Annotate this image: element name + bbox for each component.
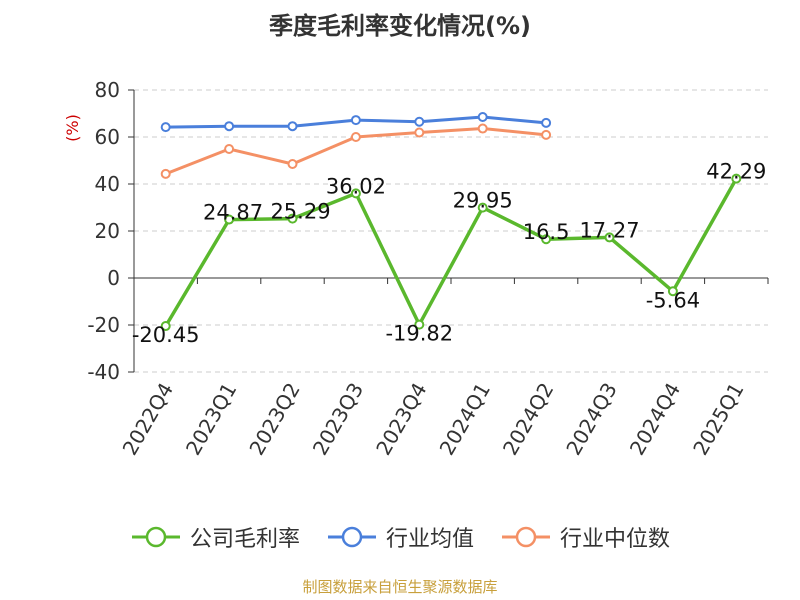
y-tick-label: -40: [87, 360, 120, 384]
data-point: [731, 173, 742, 184]
data-point: [224, 214, 235, 225]
y-axis-label: (%): [63, 114, 82, 142]
data-point: [541, 234, 552, 245]
data-label: 29.95: [453, 189, 513, 213]
data-point: [541, 117, 552, 128]
chart-title: 季度毛利率变化情况(%): [269, 12, 531, 40]
y-tick-label: -20: [87, 313, 120, 337]
data-label: 36.02: [326, 174, 386, 198]
data-point: [160, 122, 171, 133]
data-label: -5.64: [646, 288, 700, 312]
grid-lines: [134, 89, 768, 373]
y-tick-label: 40: [95, 172, 120, 196]
data-label: -20.45: [132, 323, 200, 347]
data-point: [224, 121, 235, 132]
data-label: -19.82: [385, 322, 453, 346]
data-label: 42.29: [706, 160, 766, 184]
legend-swatch: [131, 526, 180, 548]
data-label: 25.29: [270, 200, 330, 224]
x-tick-label: 2023Q4: [371, 379, 431, 460]
data-point: [414, 116, 425, 127]
data-point: [160, 168, 171, 179]
data-label: 24.87: [203, 201, 263, 225]
data-point: [160, 321, 171, 332]
x-tick-label: 2024Q1: [435, 379, 495, 460]
y-tick-label: 20: [95, 219, 120, 243]
legend-item-0[interactable]: 公司毛利率: [130, 521, 300, 553]
legend: 公司毛利率 行业均值 行业中位数: [0, 520, 800, 554]
legend-label: 行业均值: [385, 527, 474, 552]
legend-swatch: [327, 526, 376, 548]
x-tick-label: 2024Q2: [498, 379, 558, 460]
legend-item-1[interactable]: 行业均值: [326, 521, 474, 553]
source-note: 制图数据来自恒生聚源数据库: [302, 578, 498, 596]
data-point: [224, 143, 235, 154]
y-tick-label: 0: [107, 266, 120, 290]
data-point: [477, 112, 488, 123]
data-point: [414, 319, 425, 330]
x-tick-label: 2023Q2: [244, 379, 304, 460]
legend-label: 行业中位数: [560, 527, 671, 552]
data-point: [287, 121, 298, 132]
series-lines: [160, 112, 742, 332]
x-tick-label: 2024Q3: [561, 379, 621, 460]
data-point: [350, 115, 361, 126]
data-point: [287, 159, 298, 170]
x-tick-label: 2023Q3: [308, 379, 368, 460]
legend-swatch: [502, 526, 550, 548]
data-point: [287, 213, 298, 224]
data-label: 16.5: [523, 220, 570, 244]
x-tick-label: 2022Q4: [118, 379, 178, 460]
data-label: 17.27: [579, 218, 639, 242]
x-tick-label: 2023Q1: [181, 379, 241, 460]
data-point: [350, 132, 361, 142]
data-point: [414, 127, 425, 138]
data-point: [477, 123, 488, 134]
x-tick-label: 2025Q1: [688, 379, 748, 460]
data-point: [604, 232, 615, 243]
data-point: [667, 286, 678, 297]
data-point: [541, 129, 552, 140]
legend-item-2[interactable]: 行业中位数: [500, 521, 670, 553]
y-tick-label: 60: [95, 125, 120, 149]
y-tick-label: 80: [95, 78, 120, 102]
data-point: [477, 202, 488, 213]
x-tick-label: 2024Q4: [625, 379, 685, 460]
legend-label: 公司毛利率: [189, 527, 300, 552]
series-line-0: [164, 177, 738, 327]
data-point: [350, 188, 361, 199]
